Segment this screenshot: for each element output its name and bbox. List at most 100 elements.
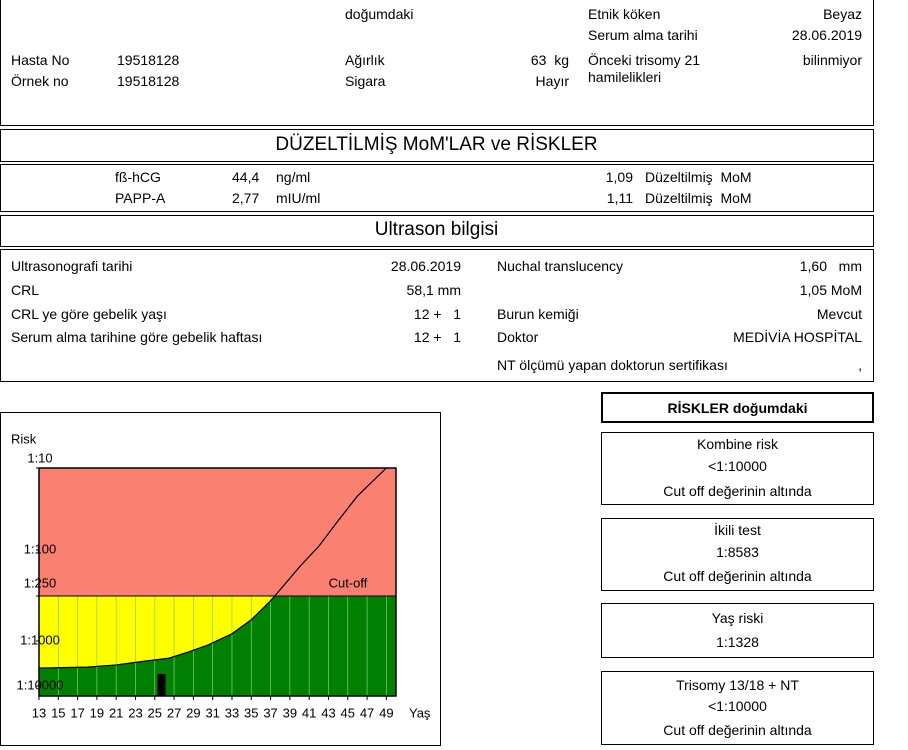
label: Hasta No xyxy=(11,52,70,68)
zone-high xyxy=(39,468,396,596)
value: 58,1 mm xyxy=(406,282,461,298)
x-tick-label: 15 xyxy=(51,705,65,720)
mom-label: Düzeltilmiş MoM xyxy=(645,169,752,185)
x-tick-label: 31 xyxy=(205,705,219,720)
x-tick-label: 41 xyxy=(302,705,316,720)
x-tick-label: 37 xyxy=(263,705,277,720)
zone-low xyxy=(39,596,396,696)
label: Ağırlık xyxy=(345,52,385,68)
value: 2,77 xyxy=(232,190,260,206)
risk-note: Cut off değerinin altında xyxy=(663,568,812,584)
mom-label: Düzeltilmiş MoM xyxy=(645,190,752,206)
label: Doktor xyxy=(497,329,539,345)
value: 1,05 MoM xyxy=(799,282,862,298)
y-tick-label: 1:1000 xyxy=(20,632,60,647)
x-axis-label: Yaş xyxy=(409,705,431,720)
section-title: Ultrason bilgisi xyxy=(374,219,499,240)
x-tick-label: 17 xyxy=(70,705,84,720)
y-tick-label: 1:250 xyxy=(24,575,57,590)
y-tick-label: 1:10 xyxy=(27,450,52,465)
section-title: DÜZELTİLMİŞ MoM'LAR ve RİSKLER xyxy=(275,134,598,155)
label: Ultrasonografi tarihi xyxy=(11,258,133,274)
value: Beyaz xyxy=(823,6,862,22)
risk-name: Kombine risk xyxy=(697,436,778,452)
mom-box xyxy=(0,164,874,212)
x-tick-label: 35 xyxy=(244,705,258,720)
y-tick-label: 1:100 xyxy=(24,541,57,556)
risk-value: <1:10000 xyxy=(708,458,767,474)
value: , xyxy=(858,357,862,373)
y-axis-label: Risk xyxy=(11,431,37,446)
x-tick-label: 43 xyxy=(321,705,335,720)
x-tick-label: 49 xyxy=(379,705,393,720)
label: NT ölçümü yapan doktorun sertifikası xyxy=(497,357,728,373)
value: MEDİVİA HOSPİTAL xyxy=(733,329,862,345)
label: Etnik köken xyxy=(588,6,661,22)
x-tick-label: 21 xyxy=(109,705,123,720)
x-tick-label: 33 xyxy=(225,705,239,720)
risk-name: Yaş riski xyxy=(711,610,764,626)
label: Örnek no xyxy=(11,73,69,89)
value: 19518128 xyxy=(117,73,180,89)
plot-frame xyxy=(38,467,397,697)
label: CRL xyxy=(11,282,40,298)
cutoff-label: Cut-off xyxy=(329,575,368,590)
value: 28.06.2019 xyxy=(390,258,461,274)
x-tick-label: 13 xyxy=(32,705,46,720)
risk-box: Kombine risk <1:10000 Cut off değerinin al… xyxy=(601,432,874,505)
risk-curve xyxy=(38,467,387,669)
x-tick-label: 27 xyxy=(167,705,181,720)
unit: mIU/ml xyxy=(276,190,321,206)
value: bilinmiyor xyxy=(802,52,862,68)
risk-value: <1:10000 xyxy=(708,698,767,714)
risks-header: RİSKLER doğumdaki xyxy=(601,392,874,423)
risk-value: 1:8583 xyxy=(716,544,759,560)
label: Nuchal translucency xyxy=(497,258,624,274)
ultrasound-box xyxy=(0,249,874,382)
x-tick-label: 23 xyxy=(128,705,142,720)
label: CRL ye göre gebelik yaşı xyxy=(11,306,167,322)
chart: 13 15 17 19 21 23 25 27 29 31 33 35 37 39 41 43 45 47 49 Cu… xyxy=(11,431,431,720)
value: 63 kg xyxy=(530,52,569,68)
value: 12 + 1 xyxy=(413,329,461,345)
value: 12 + 1 xyxy=(413,306,461,322)
risk-box: İkili test 1:8583 Cut off değerinin altınd… xyxy=(601,518,874,591)
x-tick-label: 25 xyxy=(148,705,162,720)
section-title-box xyxy=(0,215,874,247)
analyte: fß-hCG xyxy=(115,169,161,185)
value: 28.06.2019 xyxy=(791,27,862,43)
x-tick-label: 19 xyxy=(90,705,104,720)
section-title-box xyxy=(0,129,874,162)
patient-box xyxy=(0,0,874,126)
mom-value: 1,09 xyxy=(605,169,633,185)
text: doğumdaki xyxy=(345,6,414,22)
risk-value: 1:1328 xyxy=(716,634,759,650)
unit: ng/ml xyxy=(276,169,311,185)
value: 1,60 mm xyxy=(799,258,862,274)
label: Serum alma tarihine göre gebelik haftası xyxy=(11,329,263,345)
mom-value: 1,11 xyxy=(606,190,633,206)
risk-name: Trisomy 13/18 + NT xyxy=(676,677,799,693)
value: 19518128 xyxy=(117,52,180,68)
risk-name: İkili test xyxy=(714,522,761,538)
patient-marker xyxy=(157,674,166,696)
risk-note: Cut off değerinin altında xyxy=(663,722,812,738)
value: Mevcut xyxy=(816,306,862,322)
label: Önceki trisomy 21 hamilelikleri xyxy=(588,52,701,85)
y-tick-label: 1:10000 xyxy=(17,677,64,692)
risks-title: RİSKLER doğumdaki xyxy=(667,400,808,416)
analyte: PAPP-A xyxy=(115,190,166,206)
chart-box xyxy=(0,412,441,746)
label: Serum alma tarihi xyxy=(588,27,698,43)
risk-box: Trisomy 13/18 + NT <1:10000 Cut off değeri… xyxy=(601,671,874,745)
x-tick-label: 39 xyxy=(283,705,297,720)
value: 44,4 xyxy=(232,169,260,185)
x-tick-label: 29 xyxy=(186,705,200,720)
label: Sigara xyxy=(345,73,386,89)
label: Burun kemiği xyxy=(497,306,579,322)
risk-box: Yaş riski 1:1328 xyxy=(601,603,874,658)
value: Hayır xyxy=(535,73,569,89)
x-tick-label: 47 xyxy=(360,705,374,720)
x-tick-label: 45 xyxy=(341,705,355,720)
